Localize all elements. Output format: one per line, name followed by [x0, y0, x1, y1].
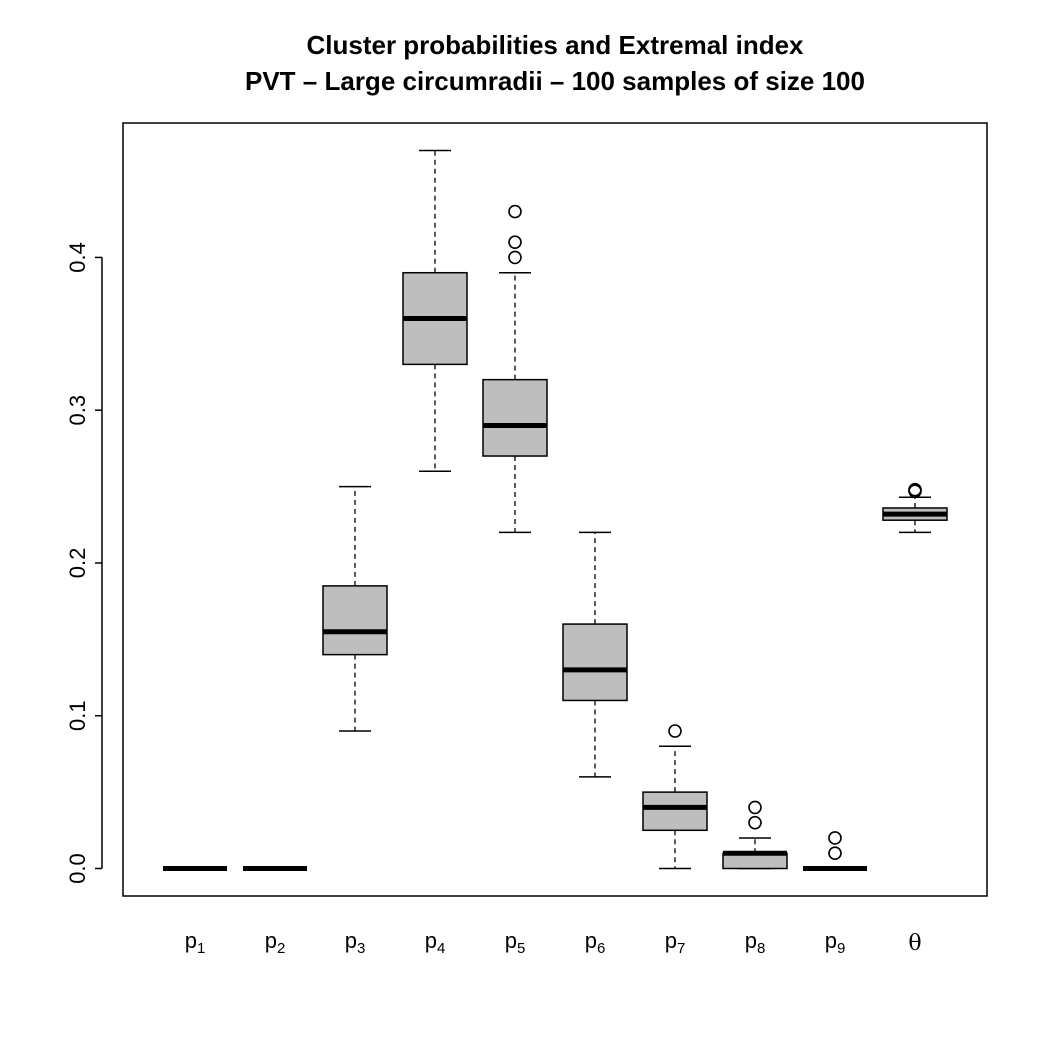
box-6 [562, 531, 628, 778]
outlier-point [508, 250, 522, 265]
outlier-point [748, 815, 762, 830]
box-3 [322, 485, 388, 732]
outlier-point [508, 235, 522, 249]
x-label-theta: θ [908, 931, 921, 956]
x-axis-labels: p1 p2 p3 p4 p5 p6 p7 p8 p9 θ [185, 928, 922, 957]
x-label-p8: p8 [745, 928, 766, 957]
chart-title-line-2: PVT – Large circumradii – 100 samples of… [245, 66, 865, 96]
y-tick-label: 0.0 [65, 853, 90, 884]
box-body [322, 585, 388, 656]
y-axis: 0.0 0.1 0.2 0.3 0.4 [65, 242, 103, 884]
box-4 [402, 149, 468, 473]
x-label-p3: p3 [345, 928, 366, 957]
boxes-layer [163, 149, 948, 872]
box-7 [642, 724, 708, 870]
y-tick-label: 0.1 [65, 700, 90, 731]
outlier-point [508, 204, 522, 219]
box-10 [882, 482, 948, 534]
outlier-point [748, 800, 762, 815]
x-label-p9: p9 [825, 928, 846, 957]
plot-frame [122, 122, 988, 897]
outlier-point [828, 831, 842, 845]
y-tick-label: 0.3 [65, 395, 90, 426]
x-label-p7: p7 [665, 928, 686, 957]
box-body [482, 378, 548, 457]
box-9 [803, 831, 867, 872]
x-label-p2: p2 [265, 928, 286, 957]
x-label-p6: p6 [585, 928, 606, 957]
outlier-point [908, 482, 922, 497]
box-body [642, 791, 708, 832]
outlier-point [828, 846, 842, 861]
box-8 [722, 800, 788, 870]
x-label-p5: p5 [505, 928, 526, 957]
y-tick-label: 0.2 [65, 548, 90, 579]
y-tick-label: 0.4 [65, 242, 90, 273]
outlier-point [668, 724, 682, 738]
chart-title-line-1: Cluster probabilities and Extremal index [306, 30, 804, 60]
box-body [562, 623, 628, 702]
box-5 [482, 204, 548, 534]
x-label-p4: p4 [425, 928, 446, 957]
x-label-p1: p1 [185, 928, 206, 957]
